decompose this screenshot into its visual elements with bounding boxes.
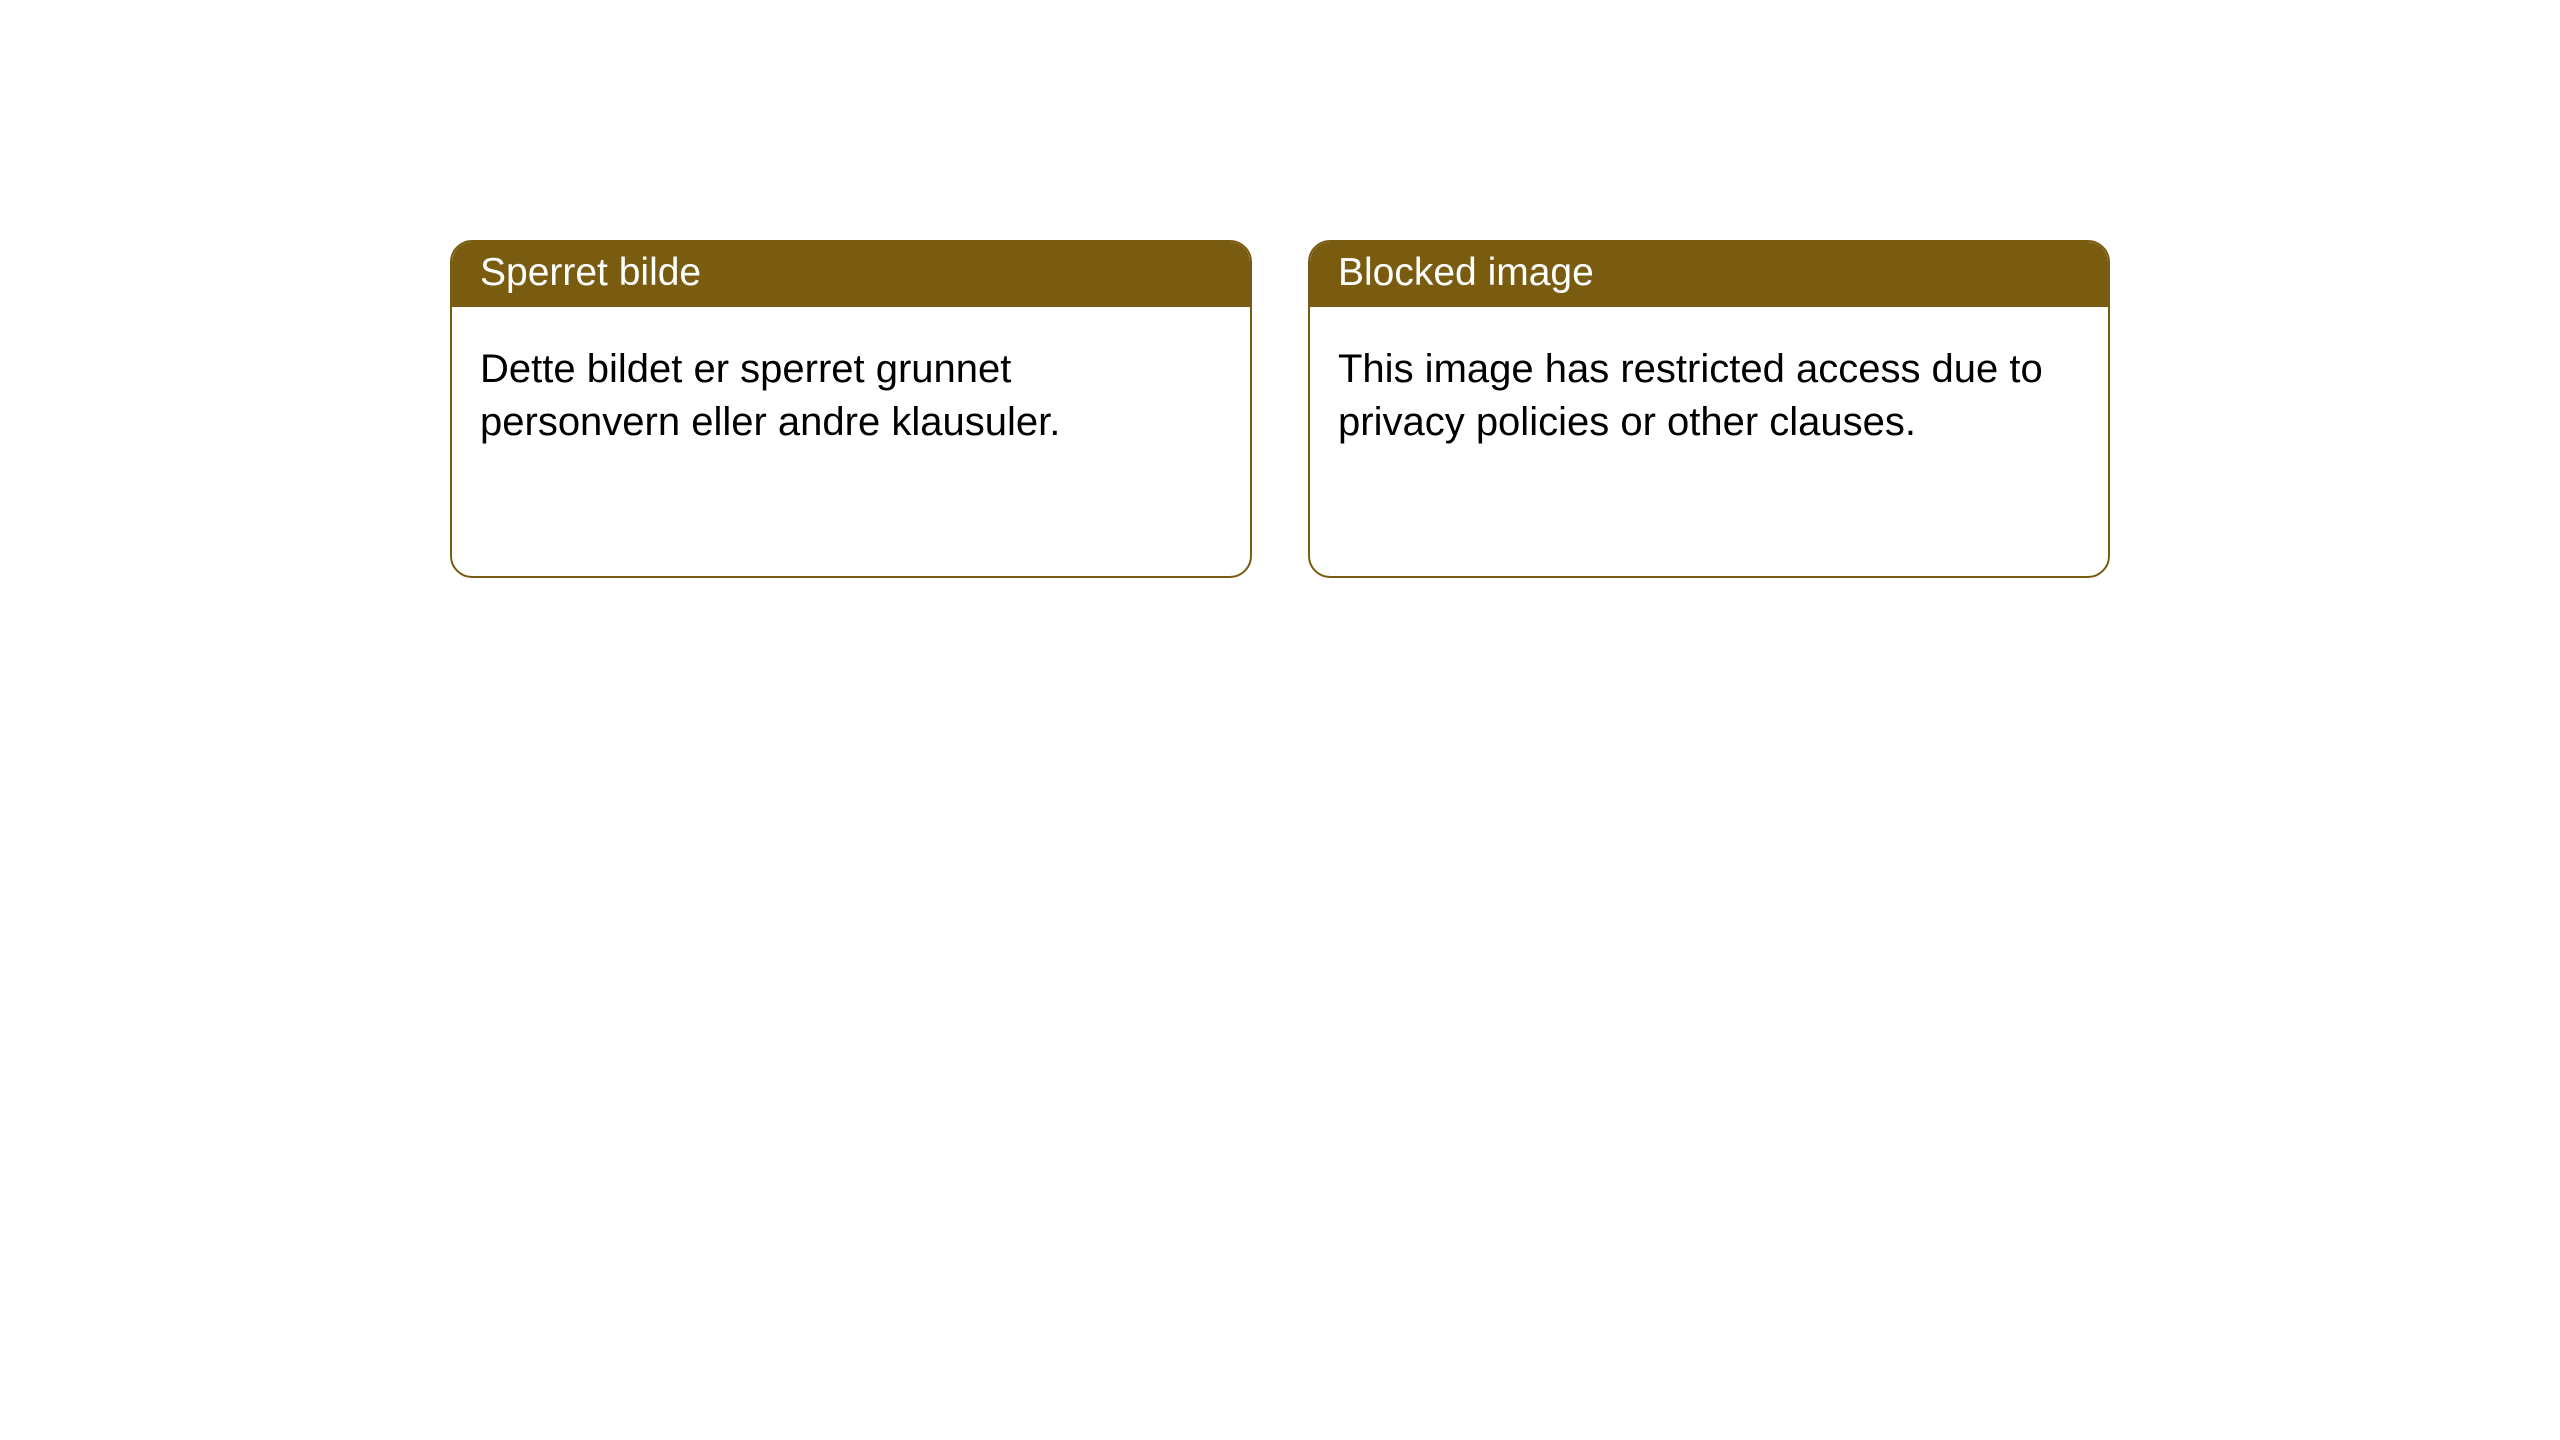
notice-card-en: Blocked image This image has restricted … bbox=[1308, 240, 2110, 578]
notice-card-no: Sperret bilde Dette bildet er sperret gr… bbox=[450, 240, 1252, 578]
notice-body-en: This image has restricted access due to … bbox=[1310, 307, 2108, 477]
notice-title-en: Blocked image bbox=[1310, 242, 2108, 307]
notice-container: Sperret bilde Dette bildet er sperret gr… bbox=[0, 0, 2560, 578]
notice-title-no: Sperret bilde bbox=[452, 242, 1250, 307]
notice-body-no: Dette bildet er sperret grunnet personve… bbox=[452, 307, 1250, 477]
